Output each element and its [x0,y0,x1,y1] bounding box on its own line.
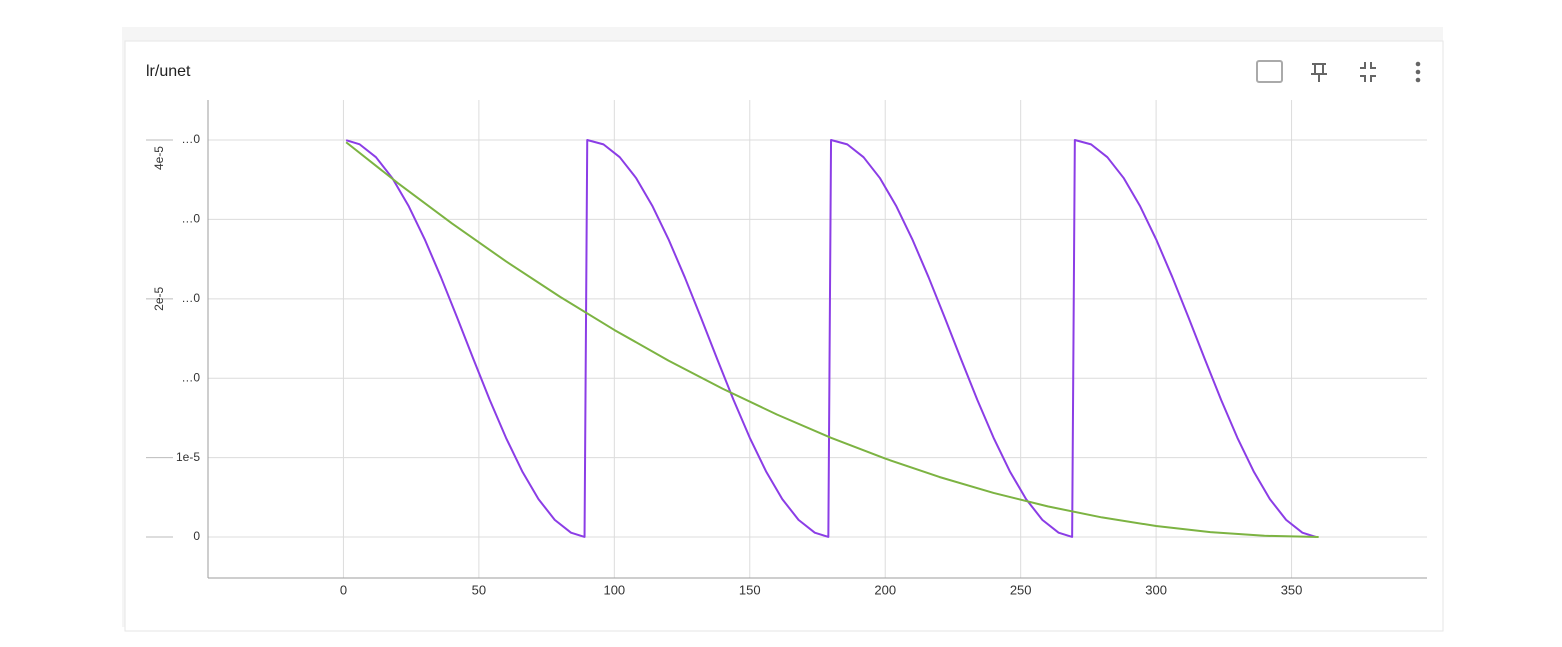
y-tick-label: …0 [181,212,200,226]
y-axis-rotated-label: 2e-5 [152,286,166,310]
menu-icon[interactable] [1415,61,1421,83]
x-tick-label: 150 [739,582,761,597]
x-tick-label: 250 [1010,582,1032,597]
y-axis-rotated-label: 4e-5 [152,146,166,170]
y-tick-label: 0 [193,529,200,543]
toolbar [1256,60,1421,83]
x-tick-label: 100 [603,582,625,597]
card [124,40,1444,632]
x-tick-label: 350 [1281,582,1303,597]
y-tick-label: …0 [181,370,200,384]
collapse-icon[interactable] [1360,62,1376,82]
y-tick-label: …0 [181,132,200,146]
fit-icon[interactable] [1256,60,1283,83]
pin-icon[interactable] [1311,63,1327,82]
chart-title: lr/unet [146,63,191,80]
x-tick-label: 300 [1145,582,1167,597]
x-tick-label: 200 [874,582,896,597]
y-tick-label: 1e-5 [176,450,200,464]
x-tick-label: 50 [472,582,486,597]
series-line [345,141,1319,539]
y-tick-label: …0 [181,291,200,305]
plot: 0 1e-5 …0 …0 …0 …0 0 50 100 150 200 250 300 350 4e-5 2e… [146,100,1427,597]
series-line [345,139,1317,538]
x-tick-label: 0 [340,582,347,597]
